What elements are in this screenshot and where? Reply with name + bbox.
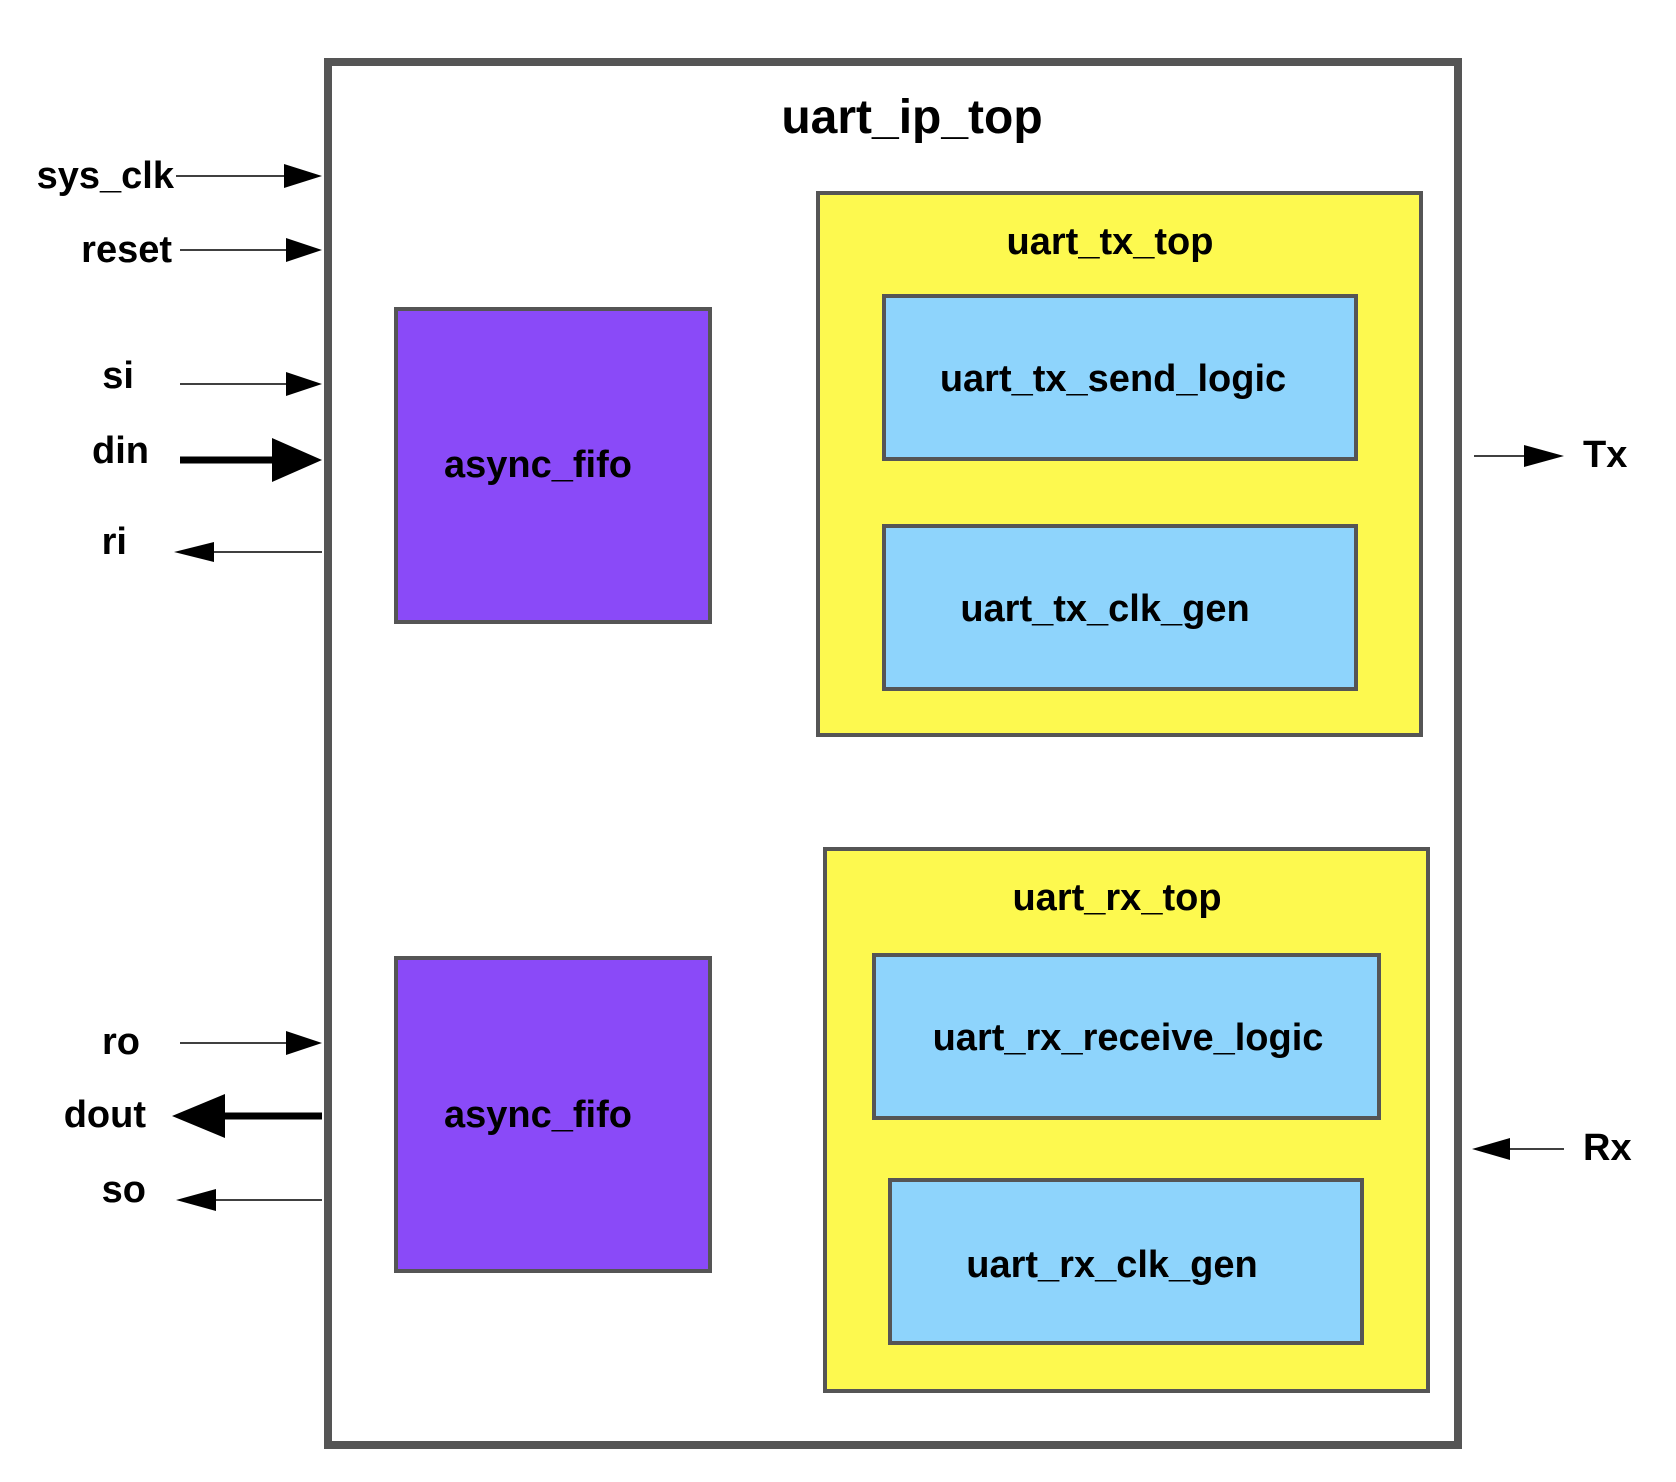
uart-tx-send-logic-label: uart_tx_send_logic: [939, 358, 1287, 400]
rx-arrow: [1472, 1138, 1510, 1160]
tx-arrow: [1524, 445, 1564, 467]
port-label-tx: Tx: [1583, 434, 1628, 476]
din-arrow: [272, 438, 322, 482]
ro-arrow: [286, 1031, 322, 1055]
dout-arrow: [172, 1094, 225, 1138]
port-label-si: si: [102, 355, 134, 397]
so-arrow: [176, 1189, 216, 1211]
port-label-din: din: [92, 430, 149, 472]
sys-clk-arrow: [284, 164, 322, 188]
uart-tx-top-label: uart_tx_top: [1006, 221, 1214, 263]
uart-tx-clk-gen-block: [882, 524, 1358, 691]
port-label-ro: ro: [102, 1021, 140, 1063]
ri-arrow: [174, 542, 214, 562]
async-fifo-block-rx: [394, 956, 712, 1273]
port-label-sys-clk: sys_clk: [36, 155, 174, 197]
module-title: uart_ip_top: [781, 91, 1043, 144]
async-fifo-label-tx: async_fifo: [444, 444, 632, 486]
port-label-dout: dout: [63, 1094, 146, 1136]
port-label-ri: ri: [101, 521, 127, 563]
uart-rx-clk-gen-label: uart_rx_clk_gen: [966, 1244, 1258, 1286]
uart-rx-top-label: uart_rx_top: [1012, 877, 1222, 919]
async-fifo-block-tx: [394, 307, 712, 624]
uart-tx-send-logic-block: [882, 294, 1358, 461]
uart-rx-receive-logic-label: uart_rx_receive_logic: [932, 1017, 1324, 1059]
reset-arrow: [286, 238, 322, 262]
async-fifo-label-rx: async_fifo: [444, 1094, 632, 1136]
uart-tx-clk-gen-label: uart_tx_clk_gen: [960, 588, 1250, 630]
si-arrow: [286, 372, 322, 396]
uart-rx-receive-logic-block: [872, 953, 1381, 1120]
port-label-so: so: [101, 1169, 146, 1211]
uart-rx-clk-gen-block: [888, 1178, 1364, 1345]
port-label-reset: reset: [81, 229, 172, 271]
port-label-rx: Rx: [1583, 1127, 1632, 1169]
